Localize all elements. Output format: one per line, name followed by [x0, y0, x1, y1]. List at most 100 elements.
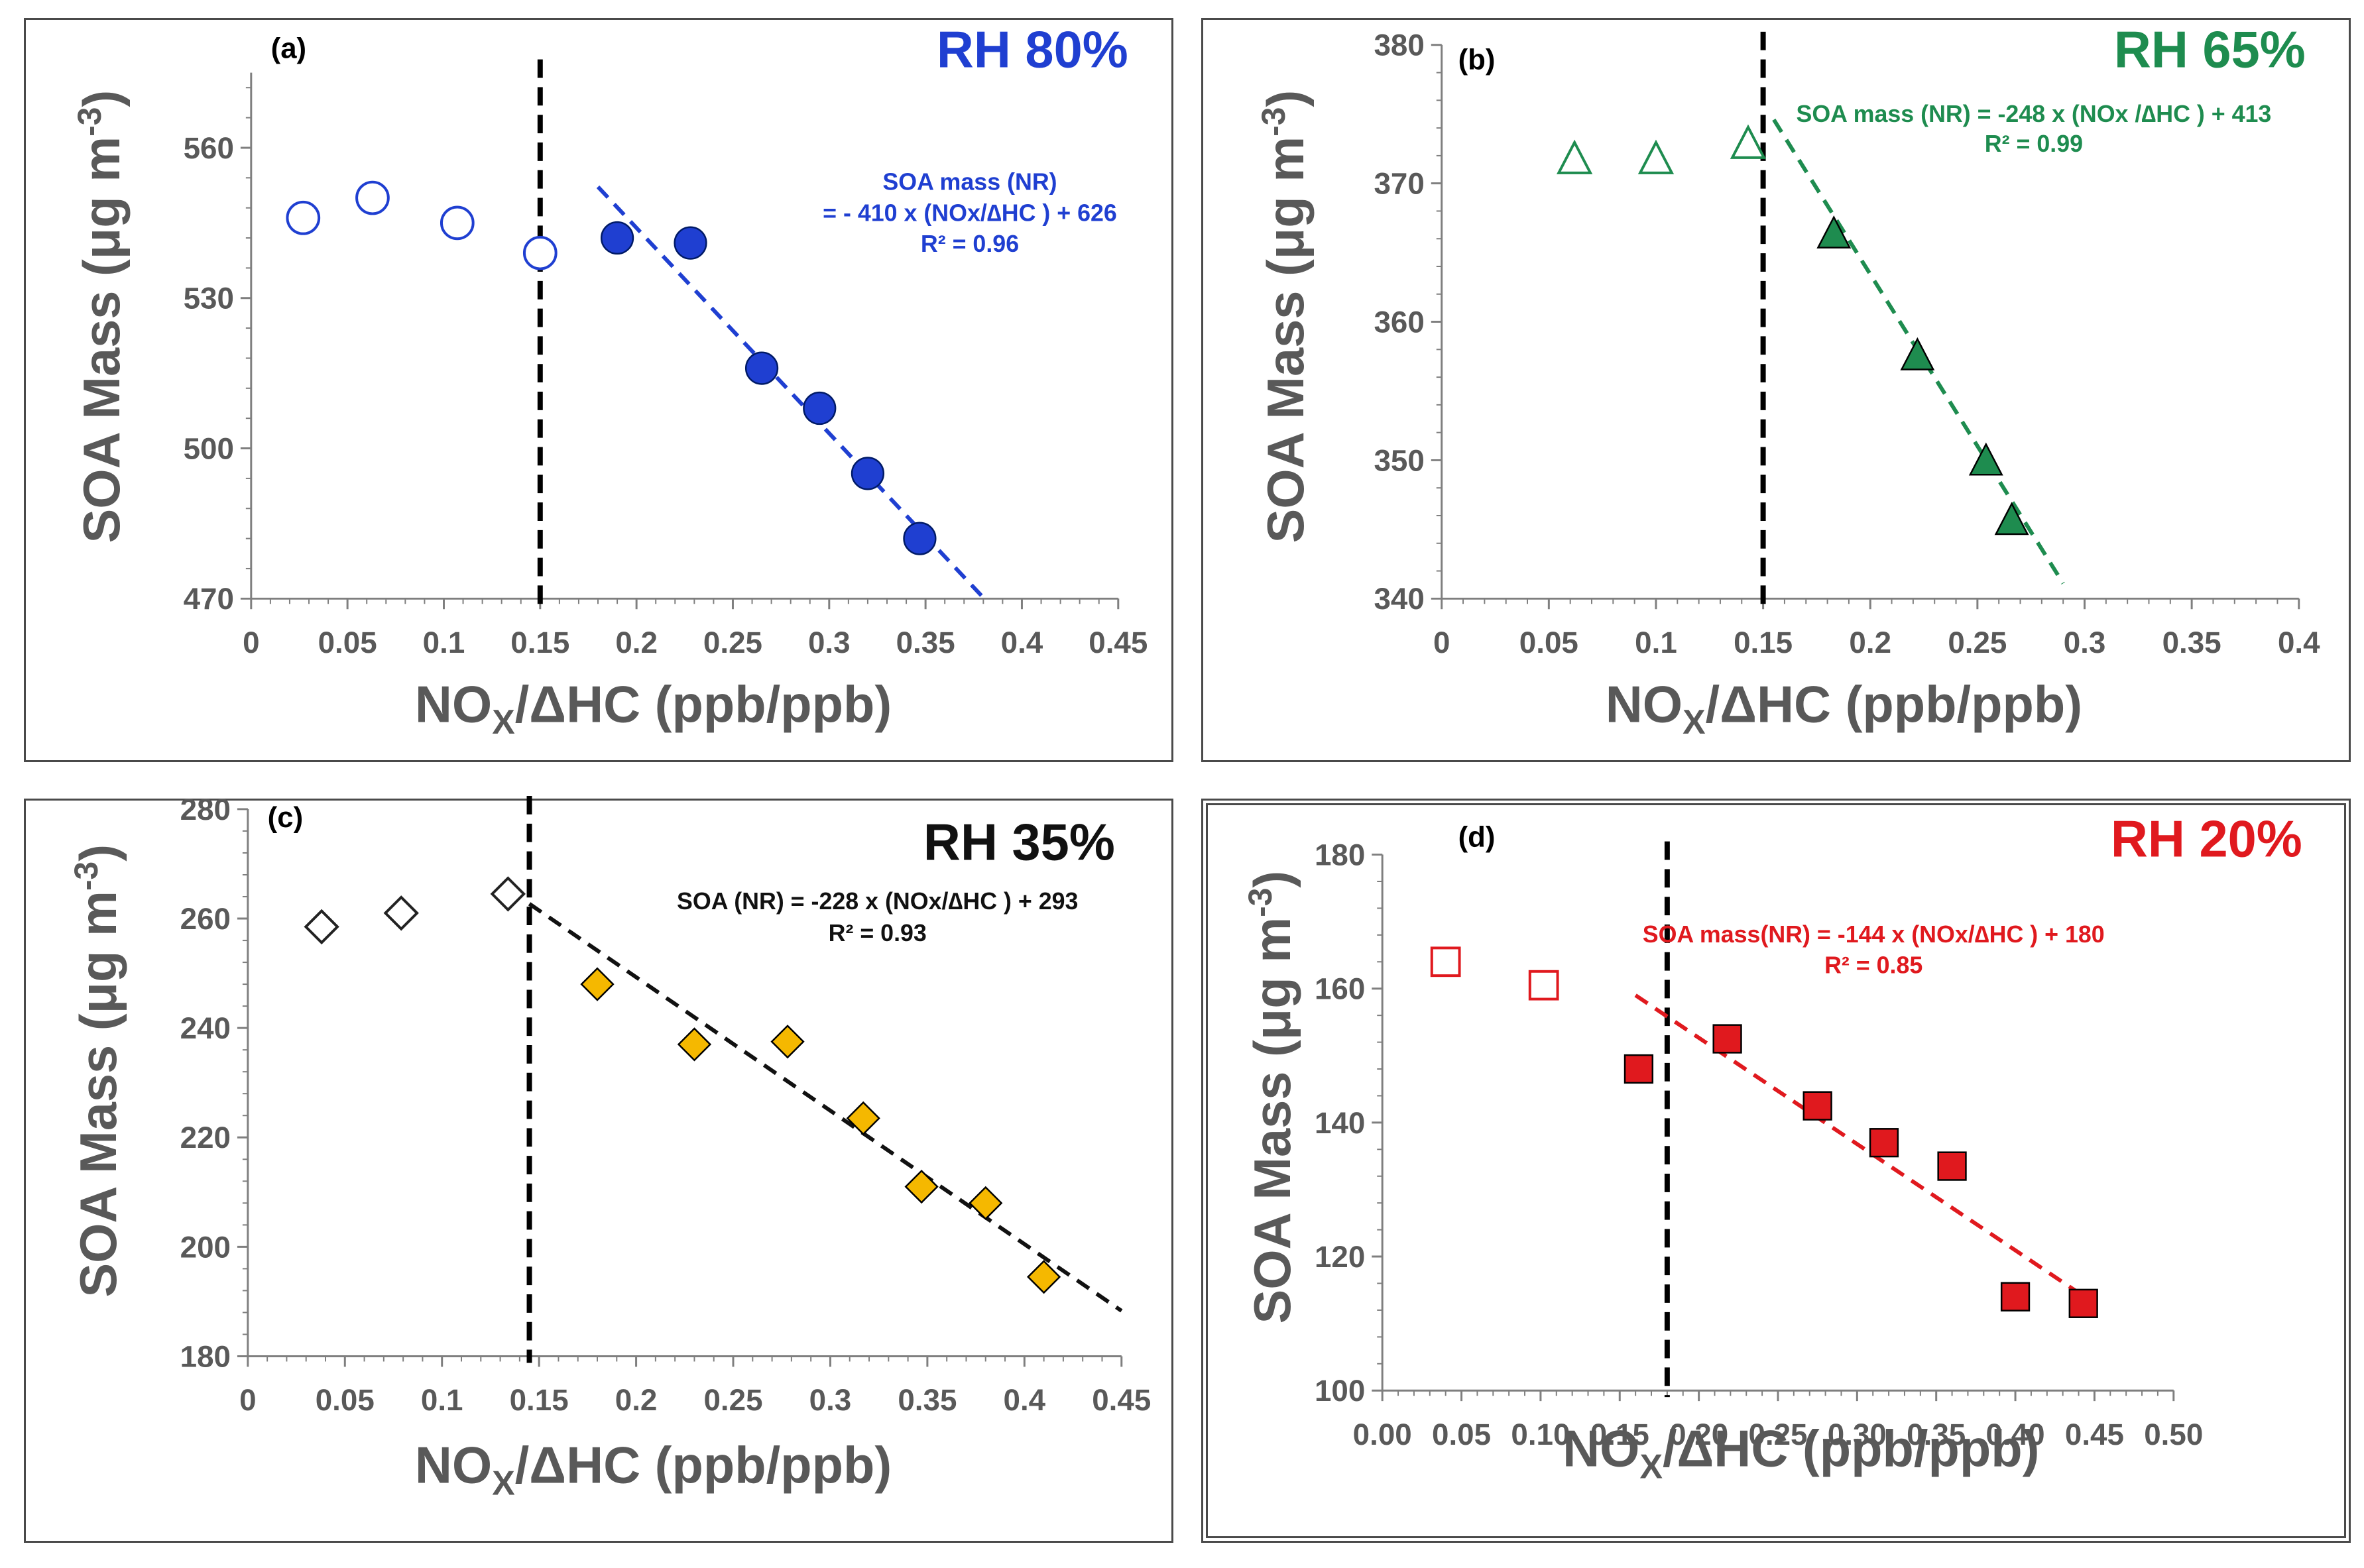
- data-point-open: [440, 205, 475, 241]
- x-tick-label: 0.25: [1748, 1418, 1807, 1451]
- chart-a-svg: 0 0.05 0.1 0.15 0.2 0.25 0.3 0.35 0.4 0.45 470 500 5…: [71, 22, 1148, 742]
- x-tick-label: 0.3: [808, 626, 851, 659]
- x-tick-label: 0.05: [1432, 1418, 1491, 1451]
- x-tick-label: 0.2: [1849, 626, 1891, 659]
- fit-equation: R² = 0.96: [921, 231, 1019, 257]
- x-tick-label: 0.05: [316, 1383, 375, 1417]
- data-point-open: [383, 895, 419, 931]
- x-tick-label: 0.35: [896, 626, 955, 659]
- chart-panel-d: 0.00 0.05 0.10 0.15 0.20 0.25 0.30 0.35 0.40 0.45…: [1201, 799, 2351, 1543]
- data-point-open: [286, 200, 321, 235]
- x-tick-label: 0.20: [1669, 1418, 1728, 1451]
- chart-panel-b: 0 0.05 0.1 0.15 0.2 0.25 0.3 0.35 0.4 340 350 360 37…: [1201, 18, 2351, 762]
- x-tick-label: 0.40: [1986, 1418, 2045, 1451]
- data-point-open: [1730, 124, 1767, 159]
- y-tick-label: 340: [1374, 582, 1425, 616]
- data-point-filled: [1624, 1054, 1654, 1084]
- panel-letter: (d): [1458, 821, 1496, 854]
- x-tick-label: 0: [239, 1383, 256, 1417]
- chart-title: RH 65%: [2114, 22, 2306, 79]
- y-axis-label: SOA Mass (μg m-3): [71, 90, 131, 543]
- chart-title: RH 35%: [923, 814, 1115, 871]
- y-tick-label: 380: [1374, 28, 1425, 62]
- data-point-open: [522, 235, 558, 270]
- data-point-open: [355, 180, 390, 215]
- y-tick-label: 240: [180, 1011, 231, 1045]
- data-point-filled: [803, 391, 837, 425]
- y-tick-label: 560: [184, 131, 234, 165]
- data-point-filled: [1968, 442, 2003, 476]
- x-tick-label: 0.10: [1511, 1418, 1570, 1451]
- data-point-filled: [1869, 1128, 1899, 1158]
- x-tick-label: 0.1: [423, 626, 465, 659]
- x-tick-label: 0.2: [615, 1383, 658, 1417]
- x-tick-label: 0.15: [510, 1383, 569, 1417]
- data-point-open: [1430, 946, 1461, 978]
- fit-equation: SOA mass (NR): [882, 169, 1057, 196]
- data-point-open: [1528, 970, 1559, 1001]
- y-tick-label: 530: [184, 282, 234, 315]
- chart-panel-c: 0 0.05 0.1 0.15 0.2 0.25 0.3 0.35 0.4 0.45 180 200 2…: [24, 793, 1173, 1543]
- fit-equation: R² = 0.99: [1985, 131, 2083, 157]
- y-tick-label: 350: [1374, 443, 1425, 477]
- data-point-filled: [580, 967, 615, 1001]
- y-tick-label: 470: [184, 582, 234, 616]
- x-tick-label: 0.1: [1635, 626, 1677, 659]
- fit-equation: = - 410 x (NOx/∆HC ) + 626: [823, 199, 1117, 226]
- x-tick-label: 0.1: [421, 1383, 463, 1417]
- y-tick-label: 100: [1315, 1374, 1365, 1408]
- y-tick-label: 370: [1374, 167, 1425, 201]
- data-point-filled: [851, 457, 885, 490]
- data-point-filled: [1937, 1151, 1967, 1181]
- x-axis-label: NOX/ΔHC (ppb/ppb): [415, 676, 892, 741]
- x-tick-label: 0.45: [1089, 626, 1148, 659]
- data-point-filled: [903, 522, 937, 555]
- data-point-filled: [677, 1027, 712, 1062]
- data-point-filled: [1026, 1260, 1061, 1294]
- x-tick-label: 0.25: [703, 1383, 762, 1417]
- panel-letter: (c): [268, 801, 303, 834]
- panel-letter: (b): [1458, 44, 1496, 76]
- x-tick-label: 0.3: [809, 1383, 852, 1417]
- x-tick-label: 0.35: [898, 1383, 957, 1417]
- x-axis-label: NOX/ΔHC (ppb/ppb): [1563, 1421, 2039, 1486]
- fit-equation: SOA (NR) = -228 x (NOx/∆HC ) + 293: [677, 888, 1078, 915]
- x-tick-label: 0.05: [318, 626, 377, 659]
- y-tick-label: 360: [1374, 305, 1425, 339]
- y-tick-label: 120: [1315, 1240, 1365, 1274]
- panel-letter: (a): [271, 32, 306, 65]
- x-tick-label: 0.45: [1092, 1383, 1151, 1417]
- y-tick-label: 200: [180, 1230, 231, 1264]
- data-point-filled: [2068, 1288, 2098, 1318]
- x-tick-label: 0.4: [1004, 1383, 1046, 1417]
- fit-equation: SOA mass (NR) = -248 x (NOx /∆HC ) + 413: [1796, 101, 2271, 127]
- y-tick-label: 260: [180, 902, 231, 936]
- x-axis-label: NOX/ΔHC (ppb/ppb): [1606, 676, 2082, 741]
- x-tick-label: 0.00: [1353, 1418, 1412, 1451]
- y-tick-label: 280: [180, 793, 231, 826]
- x-tick-label: 0.35: [1907, 1418, 1966, 1451]
- data-point-filled: [969, 1186, 1003, 1220]
- y-tick-label: 500: [184, 431, 234, 465]
- x-tick-label: 0.15: [1590, 1418, 1649, 1451]
- chart-title: RH 20%: [2111, 811, 2302, 868]
- data-point-filled: [600, 221, 634, 255]
- data-point-filled: [1994, 502, 2029, 535]
- fit-equation: R² = 0.85: [1824, 952, 1922, 979]
- data-point-open: [490, 876, 526, 912]
- y-tick-label: 180: [1315, 838, 1365, 871]
- y-axis-label: SOA Mass (μg m-3): [68, 844, 127, 1298]
- x-tick-label: 0.3: [2064, 626, 2106, 659]
- data-point-filled: [904, 1169, 939, 1204]
- chart-b-svg: 0 0.05 0.1 0.15 0.2 0.25 0.3 0.35 0.4 340 350 360 37…: [1255, 22, 2320, 742]
- data-point-filled: [2000, 1282, 2031, 1312]
- x-tick-label: 0.50: [2144, 1418, 2203, 1451]
- x-tick-label: 0.25: [1948, 626, 2007, 659]
- y-tick-label: 180: [180, 1339, 231, 1373]
- data-point-filled: [770, 1025, 805, 1059]
- data-point-filled: [674, 226, 707, 260]
- x-tick-label: 0.4: [1001, 626, 1043, 659]
- x-tick-label: 0: [1433, 626, 1450, 659]
- x-tick-label: 0.05: [1519, 626, 1578, 659]
- data-point-open: [304, 909, 339, 945]
